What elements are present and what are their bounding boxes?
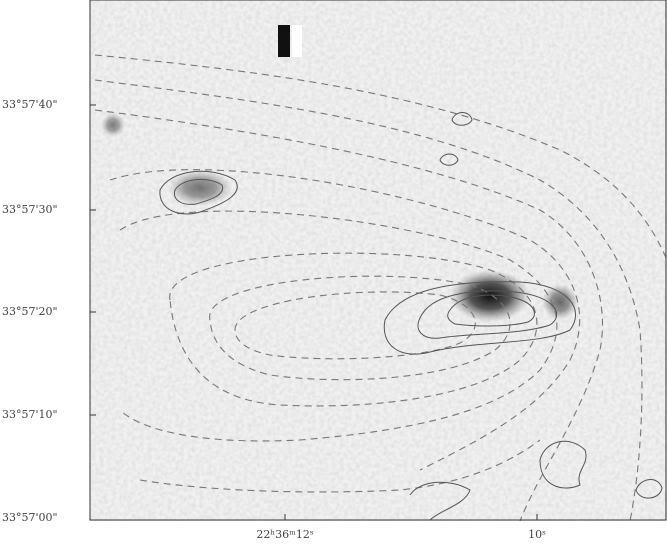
image	[90, 0, 667, 521]
dashed-contour	[139, 439, 541, 493]
contour	[539, 440, 587, 489]
dashed-contours	[94, 54, 667, 522]
image-noise	[90, 0, 667, 521]
frame	[89, 0, 667, 521]
dashed-contour	[234, 291, 476, 360]
contour	[447, 294, 535, 327]
artifact-light	[292, 25, 302, 57]
contour	[451, 112, 473, 126]
artifact-dark	[278, 25, 290, 57]
y-tick-label: 33°57'40"	[2, 98, 58, 111]
contour	[173, 178, 224, 205]
contour	[635, 479, 663, 499]
y-tick-label: 33°57'00"	[2, 511, 58, 524]
source-east	[542, 284, 578, 320]
contour	[439, 153, 459, 166]
contour	[417, 290, 557, 339]
contour	[383, 281, 576, 355]
y-tick-label: 33°57'30"	[2, 203, 58, 216]
contour	[409, 481, 471, 521]
solid-contours	[159, 112, 663, 521]
contour	[159, 170, 238, 215]
dashed-contour	[209, 275, 511, 381]
dashed-contour	[94, 54, 667, 261]
dashed-contour	[94, 79, 643, 522]
y-tick-label: 33°57'10"	[2, 408, 58, 421]
source-small	[101, 113, 125, 137]
x-tick-label: 22ʰ36ᵐ12ˢ	[256, 528, 313, 541]
y-tick-label: 33°57'20"	[2, 305, 58, 318]
dashed-contour	[119, 210, 558, 442]
dashed-contour	[109, 169, 581, 471]
dashed-contour	[94, 109, 603, 522]
ticks	[90, 104, 538, 520]
source-main	[450, 270, 530, 322]
x-tick-label: 10ˢ	[528, 528, 546, 541]
